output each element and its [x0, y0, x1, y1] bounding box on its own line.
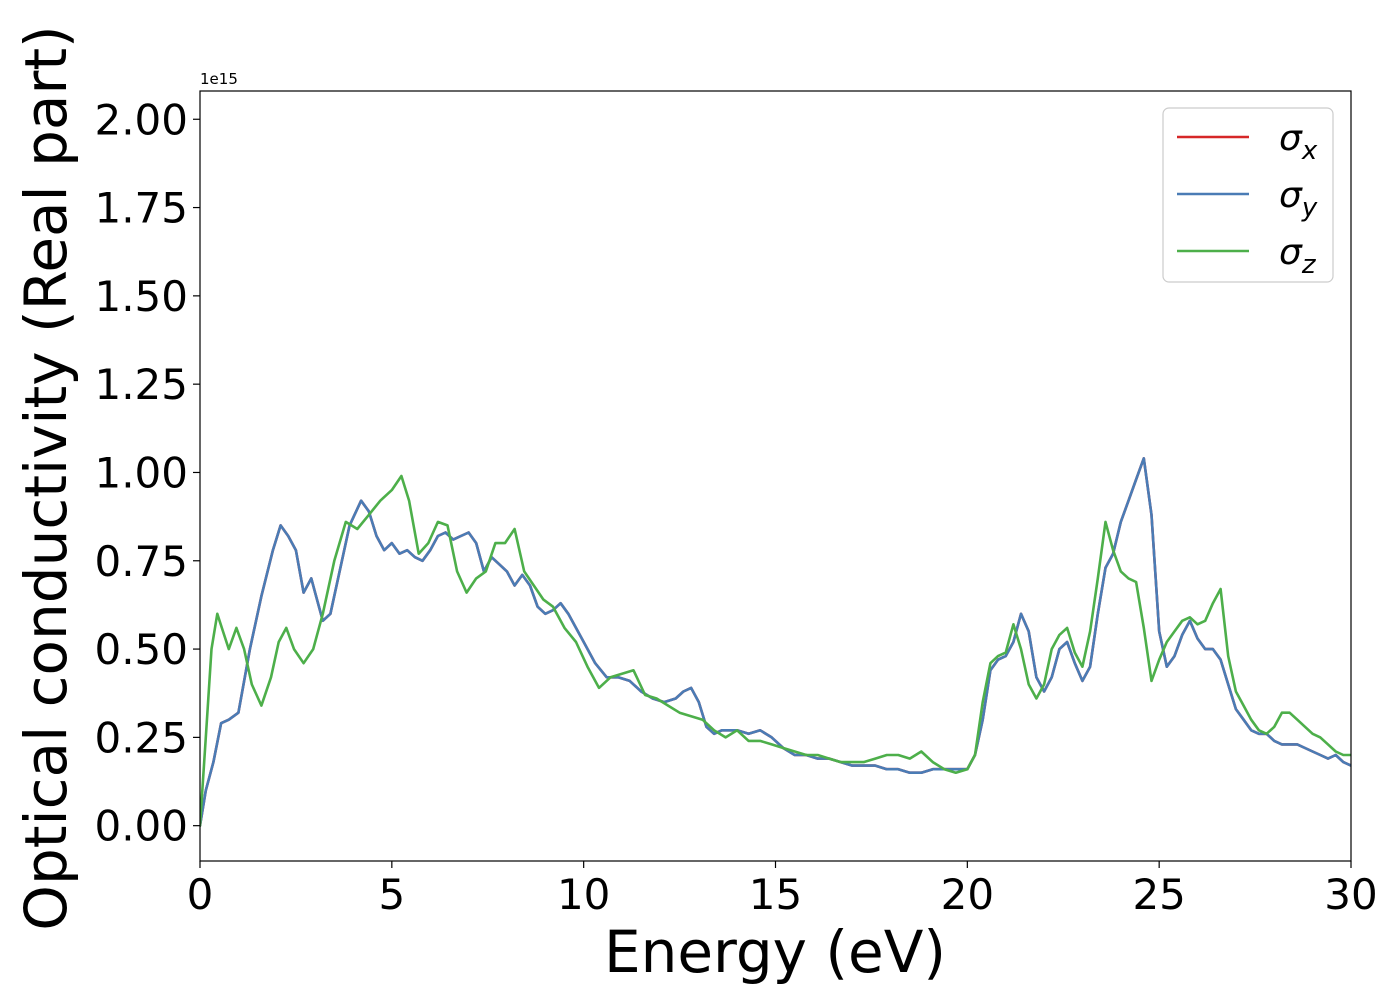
- legend-label-sigma-y: σy: [1279, 175, 1318, 223]
- plot-area: [200, 91, 1351, 861]
- legend-subscript: x: [1301, 136, 1318, 166]
- y-axis-ticks: 0.00 0.25 0.50 0.75 1.00 1.25 1.50 1.75 2.00: [94, 95, 200, 851]
- y-tick-label: 0.00: [94, 802, 188, 851]
- x-tick-label: 25: [1132, 870, 1185, 919]
- y-tick-label: 2.00: [94, 95, 188, 144]
- y-tick-label: 0.50: [94, 625, 188, 674]
- legend-subscript: y: [1301, 193, 1318, 223]
- series-line-sigma-z: [200, 474, 1351, 827]
- y-tick-label: 1.00: [94, 448, 188, 497]
- x-tick-label: 10: [557, 870, 610, 919]
- y-tick-label: 1.50: [94, 272, 188, 321]
- x-tick-label: 20: [941, 870, 994, 919]
- legend-subscript: z: [1301, 250, 1317, 280]
- y-tick-label: 0.75: [94, 537, 188, 586]
- series-layer: [200, 457, 1351, 827]
- y-tick-label: 1.25: [94, 360, 188, 409]
- y-axis-title: Optical conductivity (Real part): [12, 25, 80, 930]
- y-tick-label: 0.25: [94, 713, 188, 762]
- x-tick-label: 30: [1324, 870, 1377, 919]
- y-tick-label: 1.75: [94, 184, 188, 233]
- x-axis-title: Energy (eV): [604, 918, 946, 986]
- y-scale-exponent: 1e15: [200, 70, 238, 88]
- x-tick-label: 0: [187, 870, 214, 919]
- x-axis-ticks: 0 5 10 15 20 25 30: [187, 861, 1378, 919]
- x-tick-label: 15: [749, 870, 802, 919]
- x-tick-label: 5: [378, 870, 405, 919]
- series-line-sigma-y: [200, 457, 1351, 827]
